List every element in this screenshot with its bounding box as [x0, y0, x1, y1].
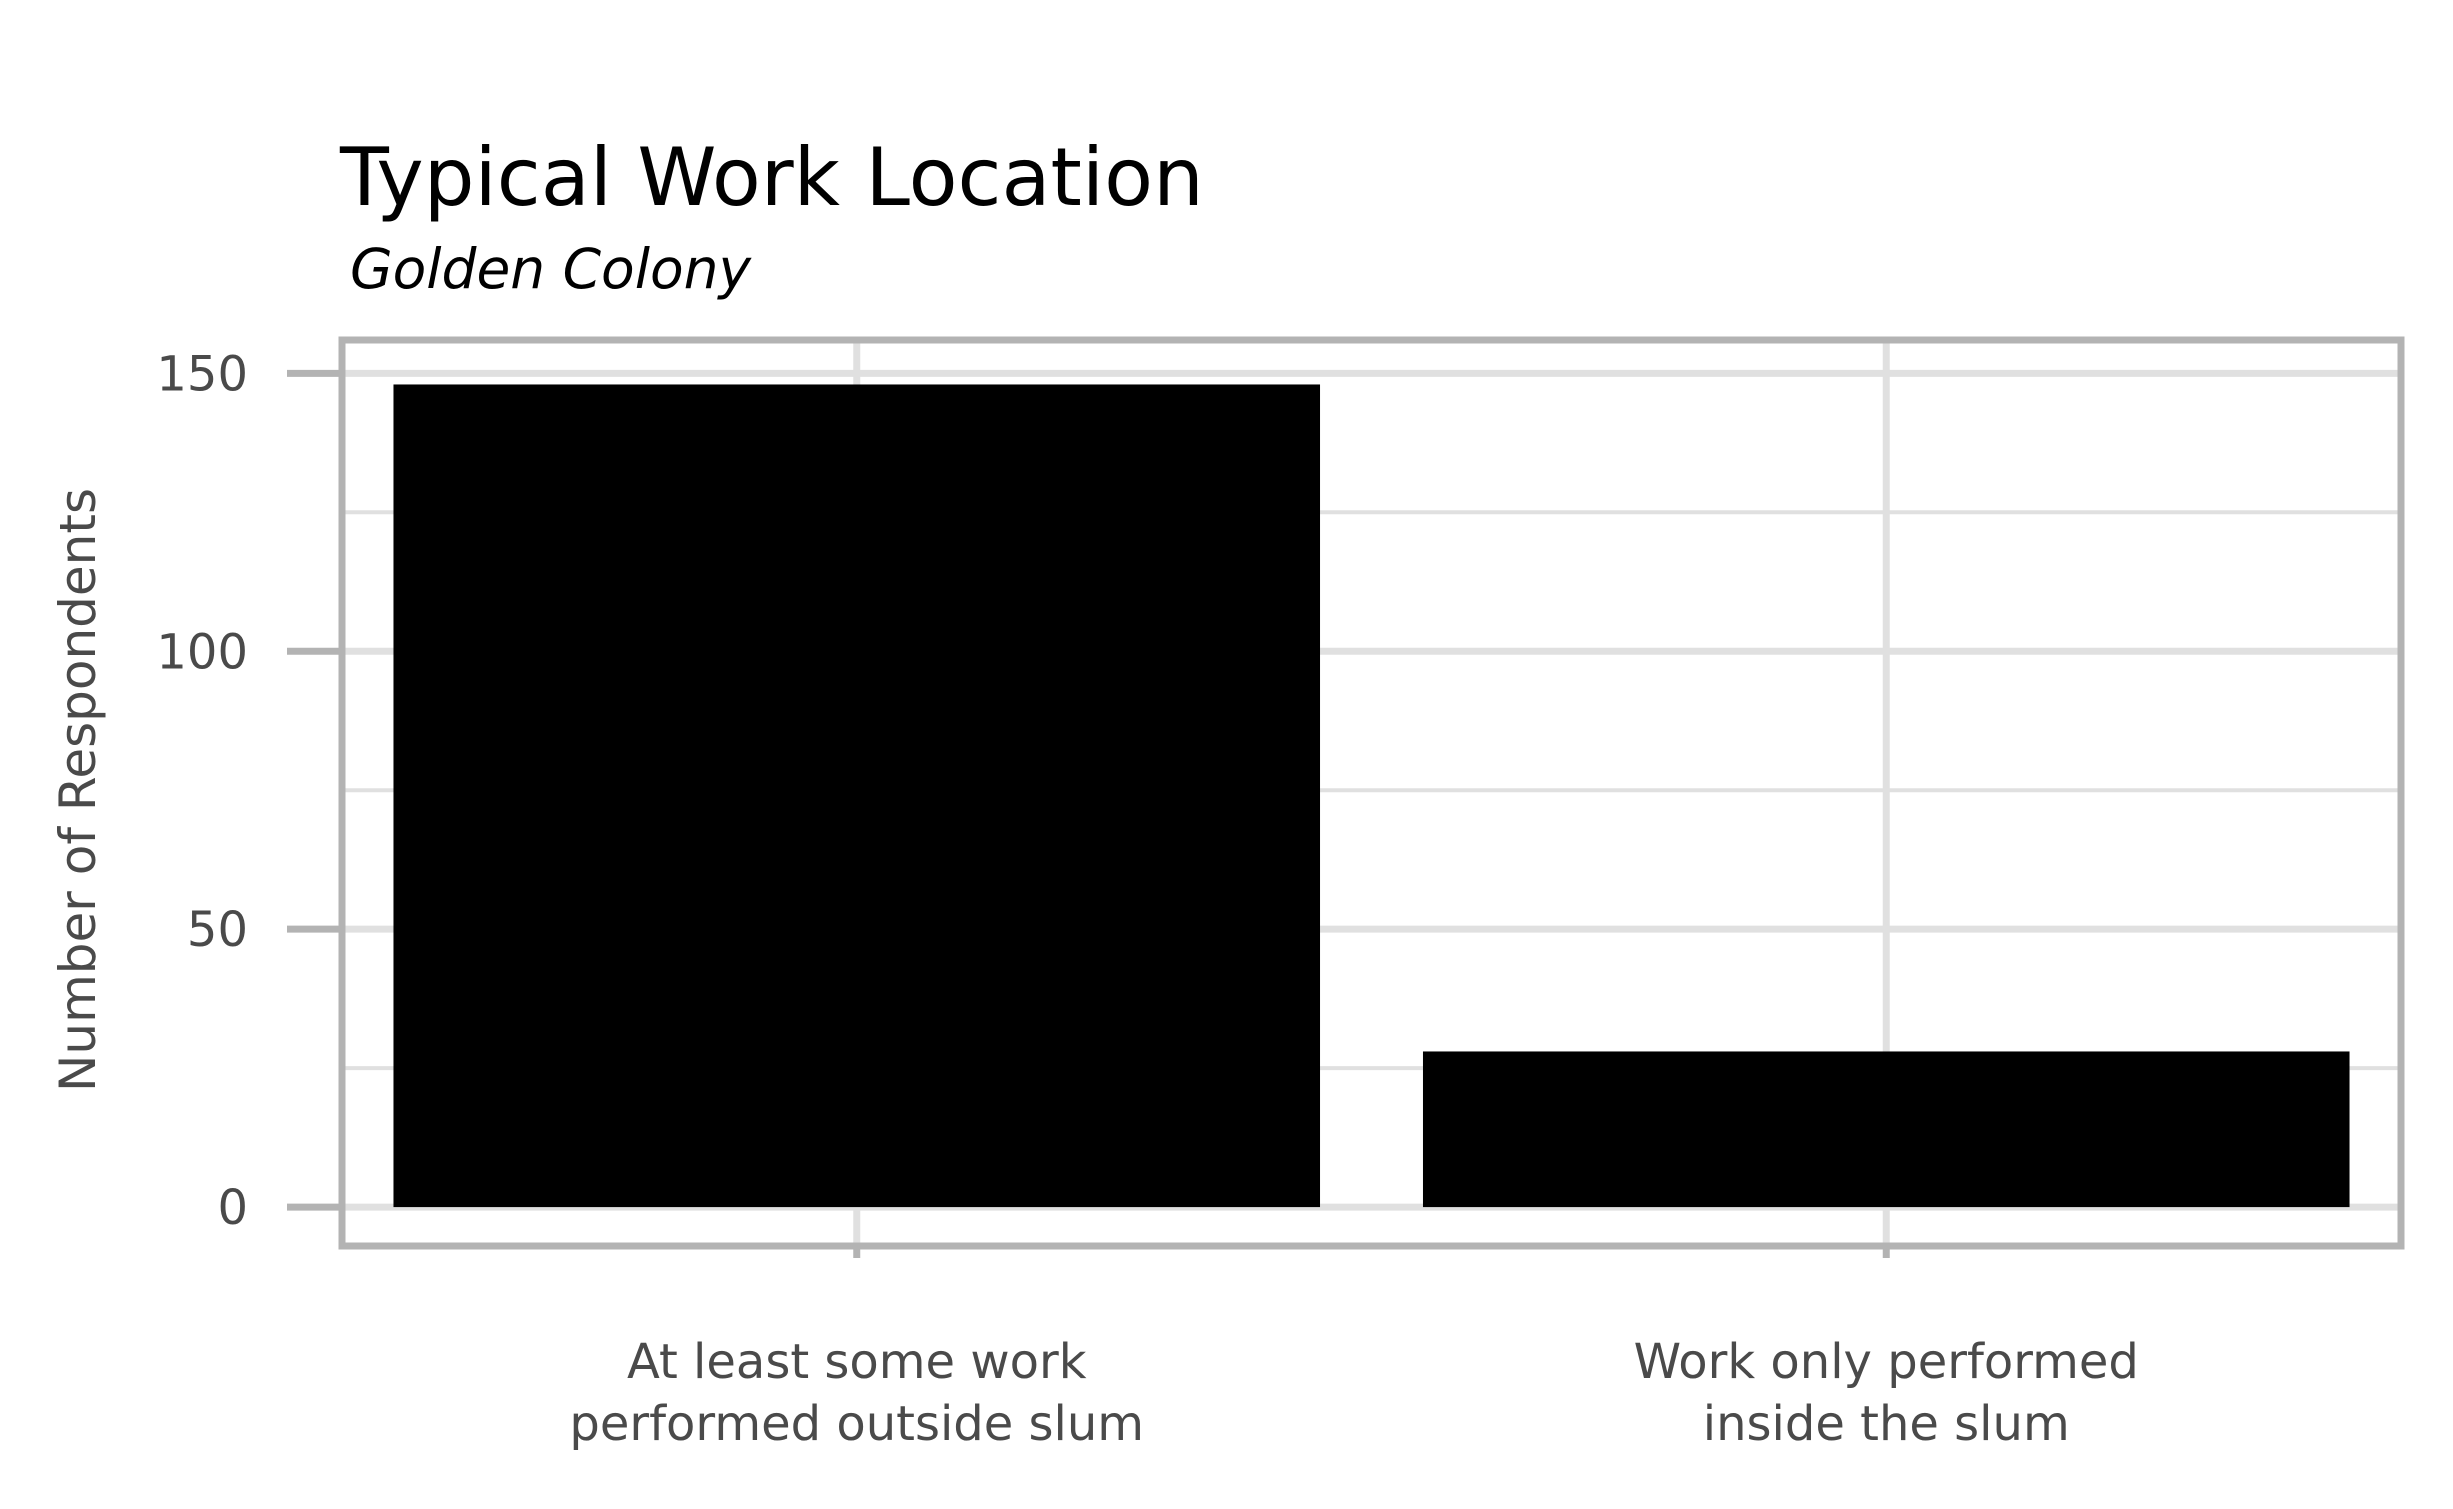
chart-subtitle: Golden Colony	[350, 237, 752, 301]
x-tick-label: inside the slum	[1703, 1396, 2070, 1452]
bars	[393, 384, 2350, 1208]
axes: 0 50 100 150 At least some work performed out…	[156, 336, 2405, 1452]
y-tick-label: 100	[156, 624, 248, 680]
y-tick-label: 0	[217, 1180, 248, 1236]
y-tick-label: 150	[156, 346, 248, 402]
y-axis-title: Number of Respondents	[49, 488, 107, 1092]
bar	[1422, 1051, 2350, 1208]
y-tick-label: 50	[187, 902, 248, 958]
bar	[393, 384, 1321, 1208]
panel-border	[338, 336, 2405, 1250]
x-tick-label: At least some work	[627, 1334, 1087, 1390]
chart-title: Typical Work Location	[339, 131, 1204, 224]
x-tick-label: performed outside slum	[569, 1396, 1144, 1452]
x-tick-label: Work only performed	[1634, 1334, 2139, 1390]
